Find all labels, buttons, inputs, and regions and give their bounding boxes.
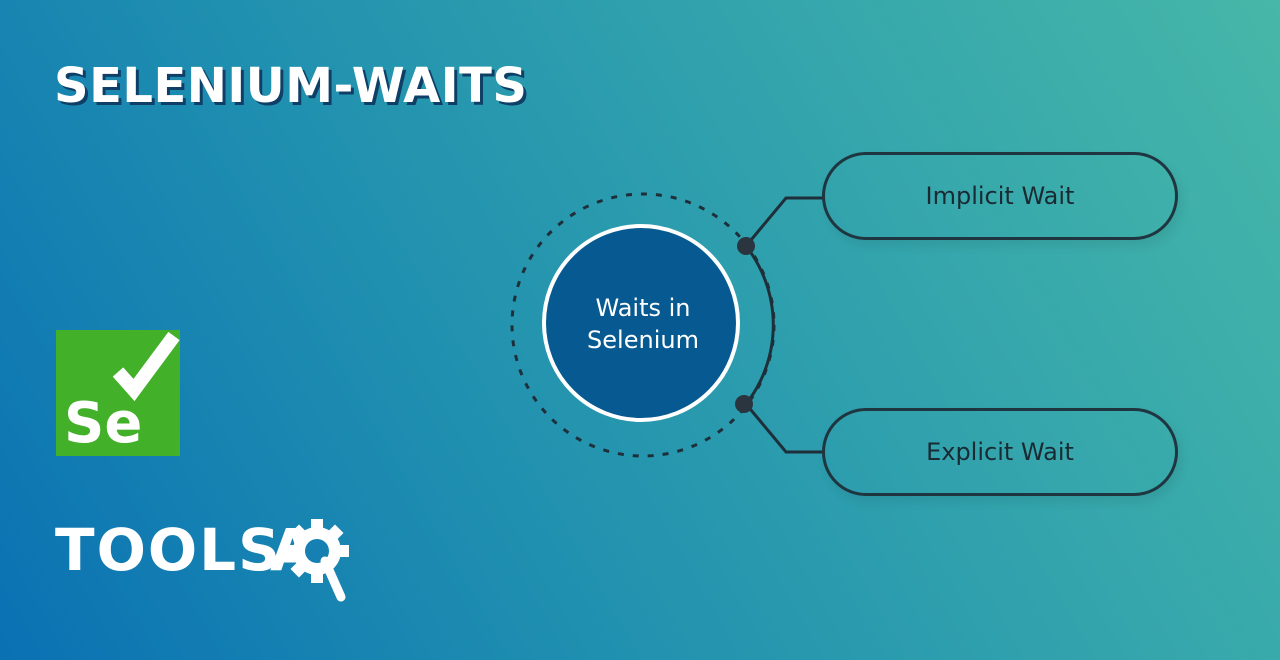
- center-label: Waits in Selenium: [545, 292, 741, 356]
- checkmark-icon: [112, 331, 180, 402]
- connector-dot-top: [737, 237, 755, 255]
- implicit-wait-label: Implicit Wait: [925, 182, 1075, 210]
- connector-arc: [744, 245, 775, 405]
- explicit-wait-label: Explicit Wait: [926, 438, 1074, 466]
- center-label-line1: Waits in: [595, 294, 691, 322]
- center-circle: [542, 224, 740, 422]
- explicit-wait-node: Explicit Wait: [822, 408, 1178, 496]
- center-label-line2: Selenium: [587, 326, 699, 354]
- toolsqa-logo-text-tools: TOOLS: [55, 516, 282, 584]
- connector-dot-bottom: [735, 395, 753, 413]
- selenium-logo: Se: [56, 330, 180, 456]
- implicit-wait-node: Implicit Wait: [822, 152, 1178, 240]
- selenium-logo-text: Se: [64, 391, 142, 456]
- toolsqa-logo: TOOLSA: [55, 515, 415, 605]
- connector-explicit: [744, 403, 824, 454]
- page-title: SELENIUM-WAITS: [54, 58, 528, 114]
- gear-magnifier-icon: [285, 519, 349, 602]
- connector-implicit: [744, 196, 824, 247]
